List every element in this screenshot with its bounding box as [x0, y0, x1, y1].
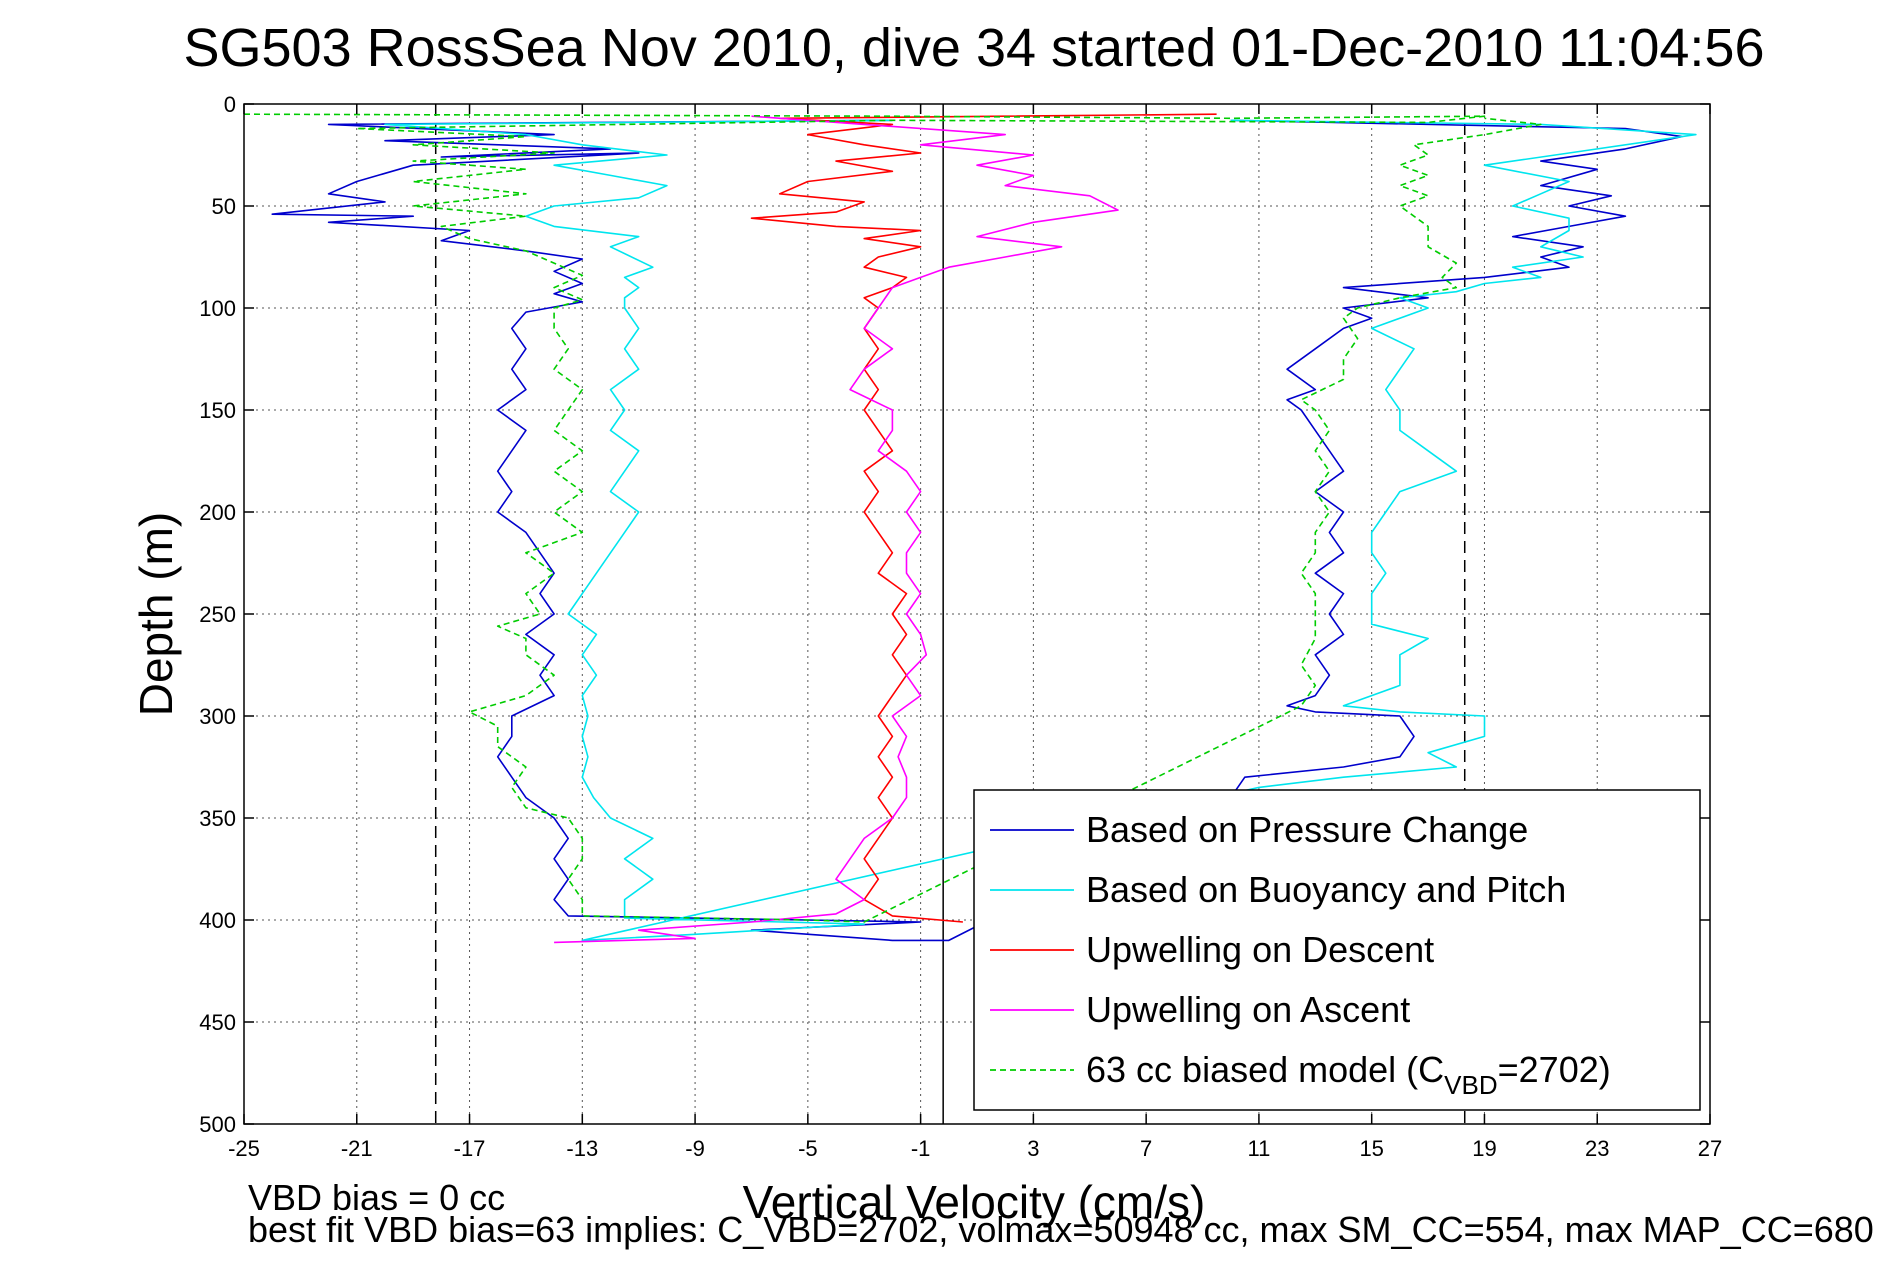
legend-entry-upwelling-descent: Upwelling on Descent [1086, 929, 1434, 970]
x-tick-label: 23 [1585, 1136, 1609, 1161]
x-tick-label: -25 [228, 1136, 260, 1161]
x-tick-label: 19 [1472, 1136, 1496, 1161]
y-tick-label: 300 [199, 704, 236, 729]
footnote-best-fit: best fit VBD bias=63 implies: C_VBD=2702… [248, 1209, 1874, 1250]
x-tick-label: 27 [1698, 1136, 1722, 1161]
y-tick-label: 100 [199, 296, 236, 321]
x-tick-label: 7 [1140, 1136, 1152, 1161]
legend-box [973, 789, 1701, 1111]
reference-lines [434, 104, 1466, 1124]
legend: Based on Pressure Change Based on Buoyanc… [973, 789, 1701, 1111]
x-tick-label: -5 [798, 1136, 818, 1161]
y-axis-label: Depth (m) [130, 512, 182, 716]
x-tick-label: -9 [685, 1136, 705, 1161]
y-tick-label: 400 [199, 908, 236, 933]
y-tick-label: 450 [199, 1010, 236, 1035]
upwelling-descent-series [750, 113, 1217, 923]
upwelling-ascent-series [554, 115, 1119, 944]
series-layer [244, 113, 1697, 944]
x-tick-label: 11 [1248, 1136, 1271, 1161]
x-axis-label: Vertical Velocity (cm/s) [743, 1176, 1206, 1228]
buoyancy-pitch-series [384, 119, 1697, 942]
legend-entries: Based on Pressure Change Based on Buoyanc… [990, 809, 1611, 1100]
legend-entry-pressure-change: Based on Pressure Change [1086, 809, 1528, 850]
x-tick-label: 3 [1027, 1136, 1039, 1161]
biased-model-series [244, 113, 1542, 923]
y-tick-label: 250 [199, 602, 236, 627]
y-tick-label: 200 [199, 500, 236, 525]
chart-title: SG503 RossSea Nov 2010, dive 34 started … [183, 18, 1764, 78]
x-tick-label: -21 [341, 1136, 373, 1161]
y-tick-label: 0 [224, 92, 236, 117]
legend-entry-upwelling-ascent: Upwelling on Ascent [1086, 989, 1410, 1030]
axis-ticks: -25 -21 -17 -13 -9 -5 -1 3 7 11 15 19 23 270501001502… [199, 92, 1722, 1161]
x-tick-label: -13 [566, 1136, 598, 1161]
x-tick-label: 15 [1359, 1136, 1383, 1161]
y-tick-label: 50 [212, 194, 236, 219]
legend-entry-biased-model: 63 cc biased model (CVBD=2702) [1086, 1049, 1611, 1100]
y-tick-label: 350 [199, 806, 236, 831]
legend-entry-buoyancy-pitch: Based on Buoyancy and Pitch [1086, 869, 1566, 910]
x-tick-label: -17 [454, 1136, 486, 1161]
y-tick-label: 150 [199, 398, 236, 423]
x-tick-label: -1 [911, 1136, 931, 1161]
y-tick-label: 500 [199, 1112, 236, 1137]
footnote-vbd-bias: VBD bias = 0 cc [248, 1177, 506, 1218]
